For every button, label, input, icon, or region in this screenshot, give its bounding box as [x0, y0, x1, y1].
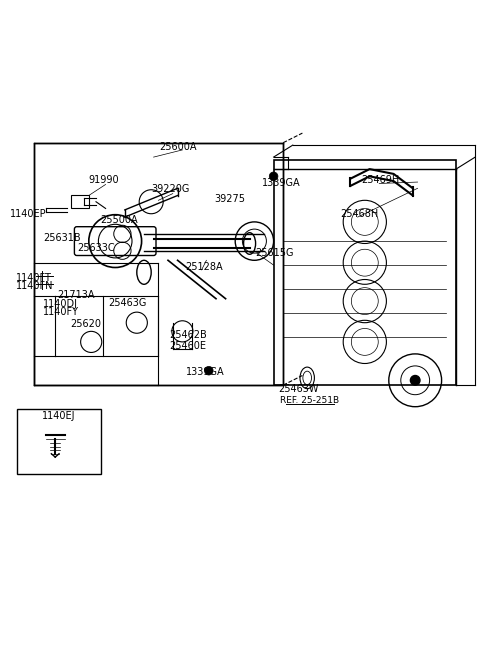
Text: 1140FT: 1140FT [16, 272, 52, 282]
Text: 1140DJ: 1140DJ [43, 299, 78, 309]
Text: 1339GA: 1339GA [186, 367, 225, 377]
Text: 39275: 39275 [214, 195, 245, 204]
Text: 1140FY: 1140FY [43, 307, 79, 317]
Text: 25633C: 25633C [77, 243, 115, 253]
Text: 25469H: 25469H [361, 175, 399, 185]
Circle shape [269, 172, 278, 181]
Text: 25463G: 25463G [108, 299, 146, 309]
Text: 1140EP: 1140EP [10, 209, 46, 219]
Text: 25600A: 25600A [159, 142, 196, 152]
Text: 91990: 91990 [88, 175, 119, 185]
Text: 25460E: 25460E [169, 341, 207, 350]
Bar [34, 143, 283, 385]
Text: 1140FN: 1140FN [16, 281, 53, 291]
Text: 1140EJ: 1140EJ [42, 411, 75, 421]
Bar [274, 160, 456, 385]
Text: 39220G: 39220G [151, 184, 190, 195]
Text: 25462B: 25462B [169, 330, 207, 340]
Text: 1339GA: 1339GA [262, 179, 300, 189]
Circle shape [204, 366, 213, 375]
Text: 25620: 25620 [70, 319, 101, 329]
Bar [34, 143, 283, 385]
Text: 25463W: 25463W [278, 384, 319, 394]
Bar [71, 195, 89, 208]
Circle shape [410, 375, 420, 385]
Text: 25500A: 25500A [100, 215, 138, 225]
Text: 25631B: 25631B [44, 233, 81, 243]
Text: REF. 25-251B: REF. 25-251B [280, 396, 339, 405]
Text: 21713A: 21713A [57, 290, 95, 301]
Text: 25615G: 25615G [255, 248, 294, 258]
Text: 25468H: 25468H [340, 209, 378, 219]
Bar [17, 409, 101, 474]
Text: 25128A: 25128A [185, 261, 223, 272]
